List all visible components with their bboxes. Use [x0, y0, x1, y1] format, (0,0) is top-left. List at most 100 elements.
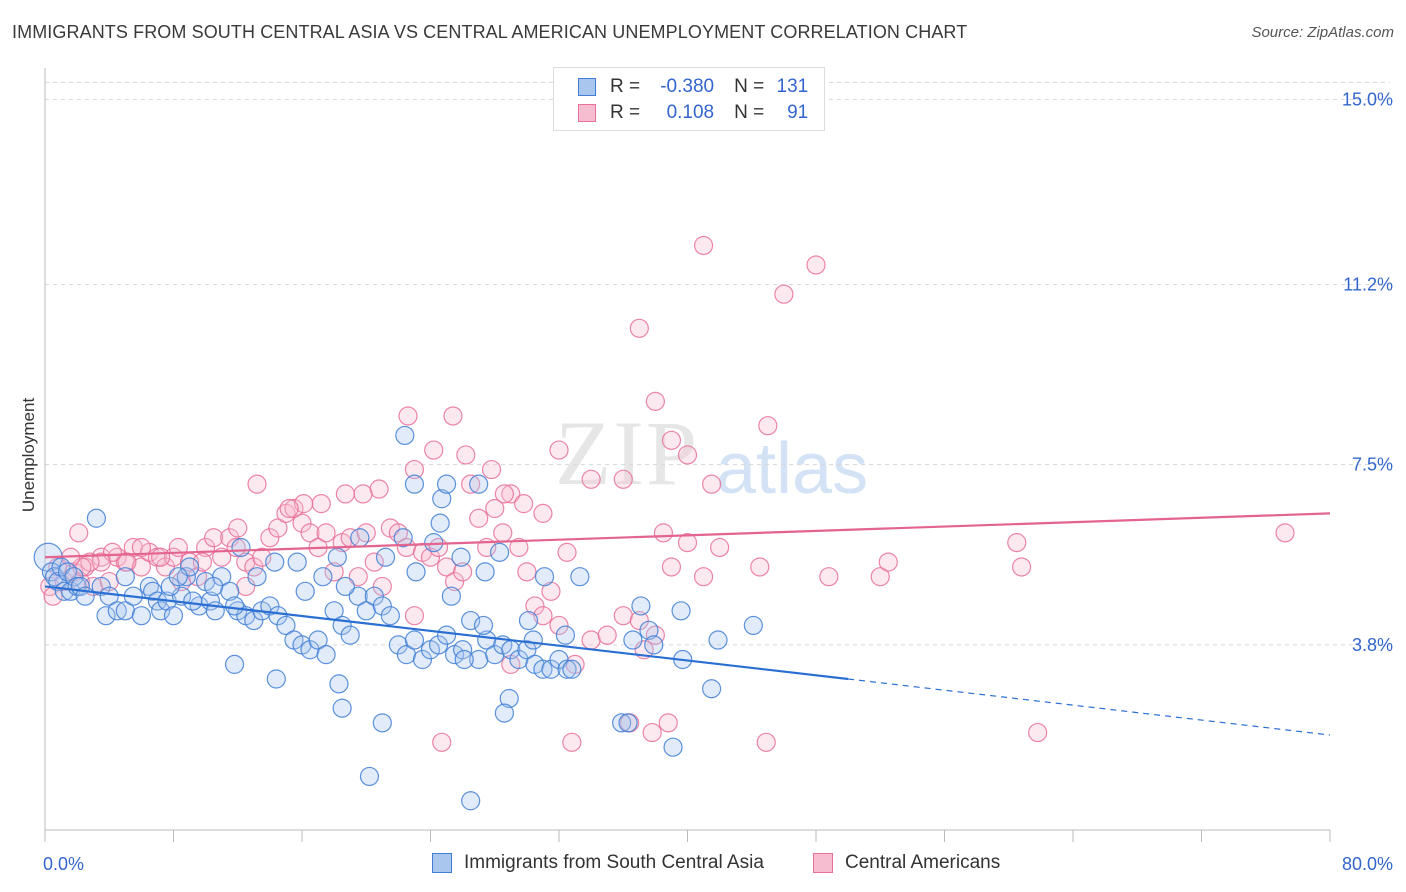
blue-point: [441, 586, 461, 606]
blue-point: [212, 567, 232, 587]
pink-point: [493, 523, 513, 543]
blue-point: [393, 528, 413, 548]
pink-point: [481, 459, 502, 480]
pink-point: [1007, 533, 1027, 553]
pink-point: [701, 474, 722, 494]
pink-point: [348, 567, 368, 587]
pink-point: [658, 713, 678, 733]
blue-point: [115, 567, 135, 587]
blue-point: [131, 606, 151, 626]
blue-point: [436, 474, 457, 494]
blue-point: [151, 601, 171, 621]
pink-point: [131, 537, 151, 558]
pink-point: [456, 445, 476, 465]
pink-point: [501, 484, 521, 504]
pink-point: [453, 562, 473, 582]
pink-point: [629, 318, 649, 338]
blue-point: [517, 640, 537, 660]
pink-point: [353, 484, 373, 504]
pink-point: [494, 484, 514, 504]
chart-title: IMMIGRANTS FROM SOUTH CENTRAL ASIA VS CE…: [12, 22, 968, 42]
blue-point: [359, 766, 380, 787]
blue-point: [231, 537, 251, 558]
pink-point: [151, 547, 171, 567]
pink-point: [369, 479, 389, 499]
pink-point: [581, 630, 601, 650]
y-tick-label: 3.8%: [1352, 635, 1393, 655]
pink-point: [372, 576, 392, 597]
legend-swatch-pink: [578, 104, 596, 122]
pink-point: [806, 255, 826, 275]
blue-point: [287, 552, 307, 572]
pink-point: [1028, 722, 1048, 743]
pink-point: [247, 474, 267, 494]
pink-point: [69, 523, 89, 543]
blue-point: [549, 649, 569, 670]
pink-point: [228, 518, 248, 538]
pink-point: [774, 284, 794, 304]
blue-point: [406, 562, 426, 582]
pink-point: [1011, 557, 1032, 577]
blue-point: [266, 669, 286, 689]
pink-point: [469, 508, 489, 528]
pink-point: [420, 547, 441, 567]
blue-point: [380, 606, 400, 626]
pink-point: [311, 494, 331, 514]
blue-point: [168, 567, 188, 587]
pink-point: [562, 732, 582, 752]
blue-point: [612, 713, 632, 733]
blue-point: [557, 659, 577, 679]
blue-point: [623, 630, 643, 650]
pink-point: [294, 494, 314, 514]
blue-point: [332, 698, 352, 718]
pink-point: [549, 440, 569, 460]
blue-point: [518, 610, 539, 631]
pink-point: [212, 547, 232, 567]
pink-point: [117, 552, 137, 572]
bottom-legend-item-pink[interactable]: Central Americans: [813, 852, 1000, 874]
blue-point: [454, 649, 474, 670]
pink-point: [424, 440, 444, 460]
blue-point: [570, 567, 590, 587]
pink-point: [284, 498, 304, 519]
blue-point: [412, 649, 433, 670]
legend-row-pink: R = 0.108 N = 91: [578, 101, 808, 125]
blue-point: [639, 620, 659, 640]
pink-point: [444, 571, 465, 592]
pink-point: [300, 523, 320, 543]
blue-point: [475, 562, 495, 582]
bottom-legend-item-blue[interactable]: Immigrants from South Central Asia: [432, 852, 764, 874]
blue-point: [375, 547, 396, 567]
blue-point: [268, 606, 288, 626]
blue-point: [316, 645, 336, 665]
pink-point: [870, 567, 890, 587]
pink-point: [364, 552, 384, 572]
blue-point: [163, 606, 184, 626]
blue-point: [523, 630, 543, 650]
blue-point: [313, 567, 333, 587]
blue-point: [432, 489, 452, 509]
pink-point: [404, 606, 425, 626]
blue-point: [276, 615, 296, 636]
pink-point: [226, 537, 246, 558]
pink-point: [204, 528, 224, 548]
blue-point: [618, 713, 638, 733]
pink-point: [533, 606, 553, 626]
pink-point: [517, 562, 537, 582]
blue-point: [424, 533, 444, 553]
blue-trendline: [44, 585, 849, 681]
pink-point: [432, 732, 452, 752]
blue-point: [743, 615, 763, 636]
blue-point: [469, 474, 489, 494]
blue-point: [160, 576, 180, 597]
pink-point: [268, 518, 288, 538]
bottom-legend-swatch-blue: [432, 853, 452, 873]
blue-point: [224, 654, 245, 674]
blue-point: [562, 659, 582, 679]
pink-point: [645, 391, 665, 411]
legend-r-label-1: R =: [610, 76, 641, 97]
pink-point: [131, 557, 151, 577]
blue-point: [499, 688, 519, 709]
blue-point: [86, 508, 107, 528]
